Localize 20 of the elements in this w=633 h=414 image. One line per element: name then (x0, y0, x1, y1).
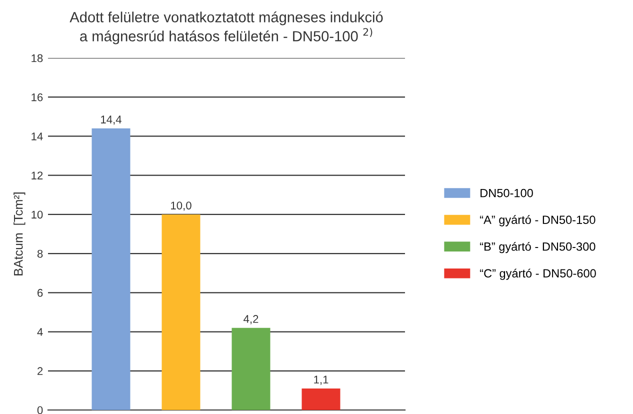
y-tick-label: 12 (32, 172, 43, 180)
y-tick-label: 6 (38, 288, 43, 297)
y-axis-title: BAtcum [Tcm²] (14, 192, 26, 276)
y-tick-label: 8 (37, 250, 43, 258)
y-tick-label: 14 (32, 132, 43, 140)
y-tick-label: 18 (32, 54, 43, 62)
data-label: 4,2 (244, 315, 258, 324)
y-tick-label: 10 (32, 210, 43, 219)
data-label: 10,0 (171, 202, 192, 211)
y-tick-label: 0 (37, 406, 43, 414)
legend-label: DN50-100 (480, 188, 533, 198)
data-label: 14,4 (101, 116, 122, 125)
chart-title: Adott felületre vonatkoztatott mágneses indukció a mágnesrúd hatásos felületén - DN50-100 $^{2)}$ (70, 11, 383, 44)
y-tick-label: 2 (38, 367, 43, 375)
legend-label: “B” gyártó - DN50-300 (480, 242, 596, 254)
data-label: 1,1 (314, 376, 328, 385)
legend-label: “A” gyártó - DN50-150 (480, 215, 596, 226)
y-tick-label: 16 (32, 93, 43, 102)
legend-label: “C” gyártó - DN50-600 (480, 268, 596, 280)
y-tick-label: 4 (37, 328, 43, 336)
